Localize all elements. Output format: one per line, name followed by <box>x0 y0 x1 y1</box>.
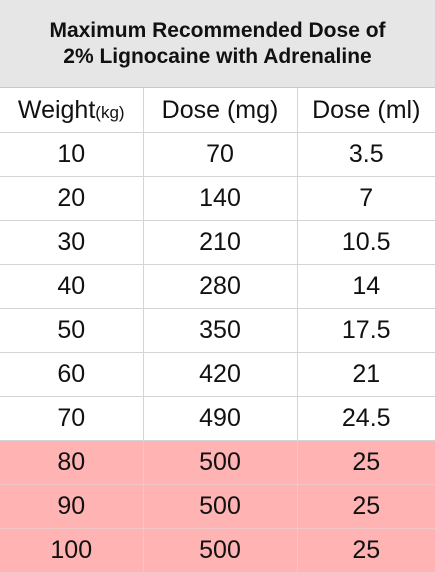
header-weight-label: Weight <box>17 95 96 124</box>
table-row: 40 280 14 <box>0 264 435 309</box>
table-row: 100 500 25 <box>0 528 435 573</box>
table-row: 10 70 3.5 <box>0 132 435 177</box>
weight-cell: 40 <box>0 264 144 309</box>
weight-cell: 10 <box>0 132 144 177</box>
dose-mg-cell: 280 <box>142 264 298 309</box>
title-line-1: Maximum Recommended Dose of <box>49 18 386 42</box>
dose-ml-cell: 25 <box>296 484 435 529</box>
dose-ml-cell: 10.5 <box>296 220 435 265</box>
dose-mg-cell: 500 <box>142 528 298 573</box>
dose-table: Weight(kg) Dose (mg) Dose (ml) 10 70 3.5… <box>0 88 435 573</box>
dose-ml-cell: 3.5 <box>296 132 435 177</box>
dose-mg-cell: 350 <box>142 308 298 353</box>
header-dose-mg: Dose (mg) <box>142 88 298 133</box>
dose-ml-cell: 24.5 <box>296 396 435 441</box>
dose-ml-cell: 14 <box>296 264 435 309</box>
table-row: 90 500 25 <box>0 484 435 529</box>
weight-cell: 30 <box>0 220 144 265</box>
weight-cell: 20 <box>0 176 144 221</box>
dose-mg-cell: 70 <box>142 132 298 177</box>
dose-ml-cell: 7 <box>296 176 435 221</box>
table-title: Maximum Recommended Dose of 2% Lignocain… <box>0 0 435 88</box>
header-weight: Weight(kg) <box>0 88 144 133</box>
weight-cell: 60 <box>0 352 144 397</box>
table-row: 50 350 17.5 <box>0 308 435 353</box>
weight-cell: 70 <box>0 396 144 441</box>
dose-ml-cell: 25 <box>296 528 435 573</box>
title-line-2: 2% Lignocaine with Adrenaline <box>63 44 372 68</box>
dose-ml-cell: 21 <box>296 352 435 397</box>
dose-mg-cell: 210 <box>142 220 298 265</box>
dose-ml-cell: 17.5 <box>296 308 435 353</box>
dose-mg-cell: 500 <box>142 484 298 529</box>
weight-cell: 100 <box>0 528 144 573</box>
weight-cell: 80 <box>0 440 144 485</box>
table-row: 60 420 21 <box>0 352 435 397</box>
header-weight-unit: (kg) <box>95 102 125 122</box>
dose-mg-cell: 500 <box>142 440 298 485</box>
weight-cell: 50 <box>0 308 144 353</box>
table-row: 20 140 7 <box>0 176 435 221</box>
dose-mg-cell: 420 <box>142 352 298 397</box>
header-row: Weight(kg) Dose (mg) Dose (ml) <box>0 88 435 133</box>
dose-mg-cell: 140 <box>142 176 298 221</box>
dose-mg-cell: 490 <box>142 396 298 441</box>
weight-cell: 90 <box>0 484 144 529</box>
table-row: 70 490 24.5 <box>0 396 435 441</box>
table-row: 30 210 10.5 <box>0 220 435 265</box>
table-row: 80 500 25 <box>0 440 435 485</box>
dose-ml-cell: 25 <box>296 440 435 485</box>
header-dose-ml: Dose (ml) <box>296 88 435 133</box>
